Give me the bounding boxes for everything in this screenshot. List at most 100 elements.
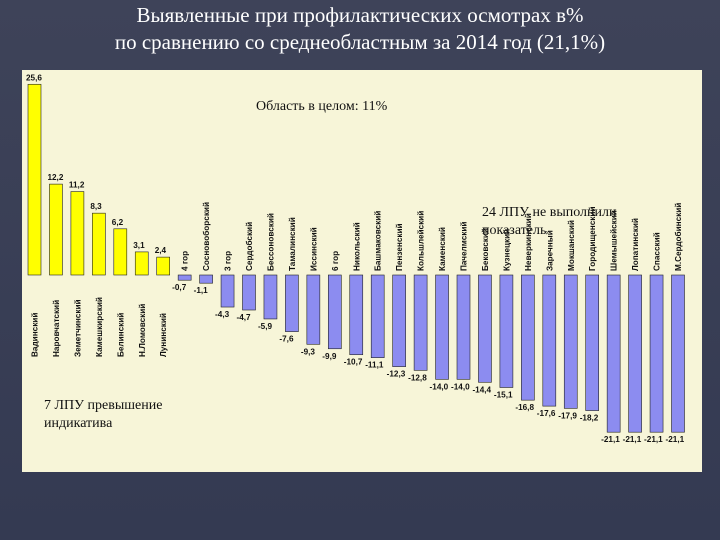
bar-chart: Вадинский 25,6 Наровчатский 12,2 Земетчински… xyxy=(26,73,685,444)
bar-3 xyxy=(92,212,106,276)
bar-18 xyxy=(413,274,428,371)
bar-0 xyxy=(27,83,42,276)
category-label-22: Кузнецкий xyxy=(502,229,511,271)
category-label-11: Бессоновский xyxy=(266,213,275,271)
value-label-16: -11,1 xyxy=(365,361,384,370)
value-label-5: 3,1 xyxy=(133,241,145,250)
value-label-8: -1,1 xyxy=(194,286,209,295)
category-label-2: Земетчинский xyxy=(73,299,82,357)
category-label-30: М.Сердобинский xyxy=(673,203,683,271)
category-label-28: Лопатинский xyxy=(631,218,640,271)
category-label-23: Неверкинский xyxy=(524,213,533,271)
category-label-7: 4 гор xyxy=(181,251,190,271)
bar-6 xyxy=(156,256,170,276)
bar-29 xyxy=(649,274,664,433)
bar-14 xyxy=(327,274,342,350)
category-label-9: 3 гор xyxy=(224,251,233,271)
value-label-19: -14,0 xyxy=(430,382,449,391)
bar-21 xyxy=(478,274,492,383)
value-label-24: -17,6 xyxy=(537,409,556,418)
category-label-17: Пензенский xyxy=(395,223,404,271)
category-label-20: Пачелмский xyxy=(460,222,469,271)
bar-23 xyxy=(521,274,535,401)
value-label-21: -14,4 xyxy=(472,385,491,394)
value-label-0: 25,6 xyxy=(26,73,42,82)
bar-13 xyxy=(306,274,321,345)
bar-5 xyxy=(134,251,149,276)
bar-10 xyxy=(242,274,256,311)
value-label-20: -14,0 xyxy=(451,382,470,391)
category-label-26: Городищенский xyxy=(588,207,597,271)
value-label-25: -17,9 xyxy=(558,411,577,420)
bar-26 xyxy=(585,274,600,411)
category-label-8: Сосновоборский xyxy=(201,202,211,271)
category-label-15: Никольский xyxy=(352,222,361,271)
category-label-1: Наровчатский xyxy=(52,300,61,357)
bar-28 xyxy=(628,274,642,433)
value-label-12: -7,6 xyxy=(279,335,294,344)
value-label-14: -9,9 xyxy=(322,352,337,361)
category-label-12: Тамалинский xyxy=(288,217,297,271)
value-label-26: -18,2 xyxy=(580,414,599,423)
bar-8 xyxy=(199,274,213,284)
value-label-28: -21,1 xyxy=(623,435,642,444)
category-label-0: Вадинский xyxy=(31,313,40,357)
value-label-30: -21,1 xyxy=(666,435,685,444)
region-total-note: Область в целом: 11% xyxy=(256,99,388,114)
bar-24 xyxy=(542,274,557,407)
category-label-10: Сердобский xyxy=(244,222,254,271)
value-label-17: -12,3 xyxy=(387,370,406,379)
value-label-7: -0,7 xyxy=(172,283,187,292)
category-label-6: Лунинский xyxy=(159,313,168,357)
category-label-25: Мокшанский xyxy=(567,220,576,271)
bar-7 xyxy=(177,274,192,281)
value-label-22: -15,1 xyxy=(494,390,513,399)
exceeded-indicator-note: 7 ЛПУ превышение индикатива xyxy=(44,398,163,431)
value-label-10: -4,7 xyxy=(237,313,252,322)
category-label-14: 6 гор xyxy=(331,251,340,271)
category-label-27: Шемышейский xyxy=(610,210,619,271)
bar-4 xyxy=(113,228,128,276)
failed-targets-note: 24 ЛПУ не выполнили показатель xyxy=(482,205,617,238)
bar-2 xyxy=(70,191,85,276)
category-label-29: Спасский xyxy=(653,232,662,271)
value-label-18: -12,8 xyxy=(408,373,427,382)
value-label-13: -9,3 xyxy=(301,347,316,356)
category-label-13: Иссинский xyxy=(309,227,318,271)
value-label-6: 2,4 xyxy=(155,246,167,255)
bar-12 xyxy=(285,274,299,332)
bar-25 xyxy=(563,274,578,409)
category-label-19: Каменский xyxy=(438,227,447,271)
category-label-4: Белинский xyxy=(116,313,125,357)
value-label-27: -21,1 xyxy=(601,435,620,444)
title-line-1: Выявленные при профилактических осмотрах… xyxy=(136,3,584,27)
bar-30 xyxy=(671,274,685,433)
value-label-1: 12,2 xyxy=(47,173,63,182)
bar-16 xyxy=(370,274,385,358)
value-label-3: 8,3 xyxy=(90,202,102,211)
value-label-9: -4,3 xyxy=(215,310,230,319)
value-label-2: 11,2 xyxy=(69,181,85,190)
title-line-2: по сравнению со среднеобластным за 2014 … xyxy=(114,30,606,54)
category-label-3: Камешкирский xyxy=(95,297,104,357)
value-label-15: -10,7 xyxy=(344,358,363,367)
bar-27 xyxy=(606,274,621,433)
category-label-18: Кольшлейский xyxy=(417,211,426,271)
bar-20 xyxy=(456,274,471,380)
category-label-16: Башмаковский xyxy=(374,211,383,271)
bar-1 xyxy=(49,183,63,276)
category-label-24: Заречный xyxy=(545,230,554,271)
bar-17 xyxy=(392,274,406,367)
bar-15 xyxy=(349,274,364,356)
bar-9 xyxy=(220,274,235,308)
category-label-5: Н.Ломовский xyxy=(138,304,147,357)
value-label-4: 6,2 xyxy=(112,218,124,227)
value-label-11: -5,9 xyxy=(258,322,273,331)
bar-19 xyxy=(435,274,449,380)
bar-11 xyxy=(263,274,278,320)
bar-22 xyxy=(499,274,514,388)
value-label-23: -16,8 xyxy=(515,403,534,412)
value-label-29: -21,1 xyxy=(644,435,663,444)
slide-title: Выявленные при профилактических осмотрах… xyxy=(0,2,720,56)
category-label-21: Бековский xyxy=(481,228,490,271)
